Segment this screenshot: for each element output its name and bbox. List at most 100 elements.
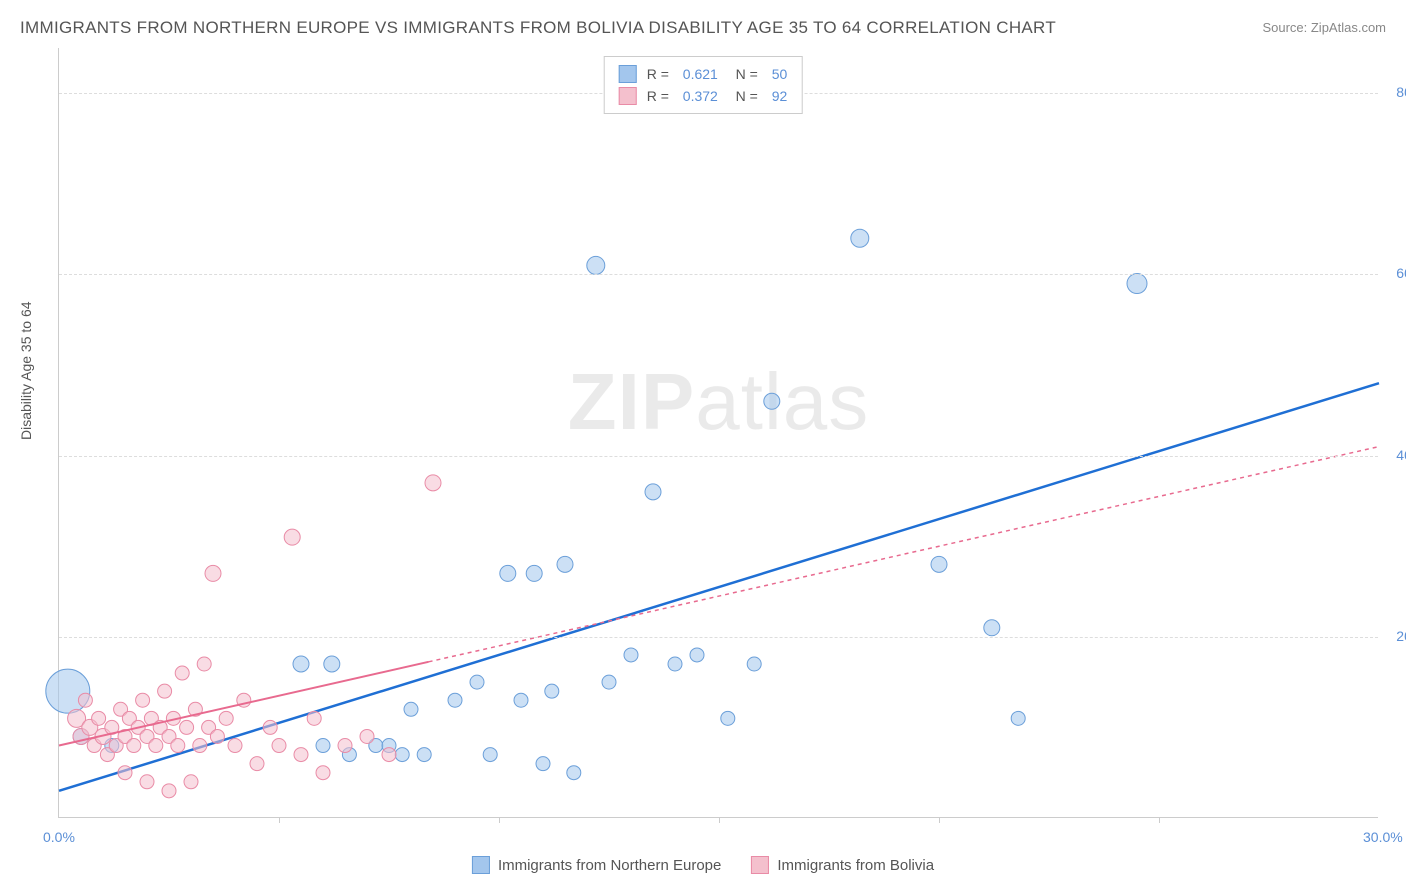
series-legend: Immigrants from Northern Europe Immigrant… [472, 856, 934, 874]
data-point [747, 657, 761, 671]
legend-swatch [472, 856, 490, 874]
data-point [205, 565, 221, 581]
data-point [470, 675, 484, 689]
data-point [721, 711, 735, 725]
data-point [140, 775, 154, 789]
n-label: N = [728, 88, 762, 104]
legend-swatch [751, 856, 769, 874]
data-point [1127, 274, 1147, 294]
r-value: 0.372 [683, 88, 718, 104]
r-label: R = [647, 66, 673, 82]
y-axis-label: Disability Age 35 to 64 [18, 301, 34, 440]
data-point [219, 711, 233, 725]
y-tick-label: 60.0% [1386, 265, 1406, 281]
trend-line-dashed [429, 447, 1379, 662]
legend-swatch [619, 87, 637, 105]
data-point [197, 657, 211, 671]
gridline [59, 274, 1378, 275]
data-point [567, 766, 581, 780]
data-point [690, 648, 704, 662]
data-point [404, 702, 418, 716]
data-point [338, 739, 352, 753]
legend-item: Immigrants from Northern Europe [472, 856, 721, 874]
data-point [668, 657, 682, 671]
data-point [514, 693, 528, 707]
source-attribution: Source: ZipAtlas.com [1262, 20, 1386, 35]
data-point [557, 556, 573, 572]
x-tick-mark [1159, 817, 1160, 823]
y-tick-label: 80.0% [1386, 84, 1406, 100]
data-point [210, 729, 224, 743]
x-tick-mark [499, 817, 500, 823]
chart-container: IMMIGRANTS FROM NORTHERN EUROPE VS IMMIG… [0, 0, 1406, 892]
data-point [171, 739, 185, 753]
n-label: N = [728, 66, 762, 82]
data-point [127, 739, 141, 753]
data-point [360, 729, 374, 743]
data-point [526, 565, 542, 581]
data-point [984, 620, 1000, 636]
legend-label: Immigrants from Northern Europe [498, 857, 721, 874]
data-point [162, 784, 176, 798]
data-point [293, 656, 309, 672]
data-point [294, 748, 308, 762]
n-value: 92 [772, 88, 788, 104]
legend-item: Immigrants from Bolivia [751, 856, 934, 874]
legend-swatch [619, 65, 637, 83]
data-point [175, 666, 189, 680]
data-point [764, 393, 780, 409]
data-point [263, 720, 277, 734]
data-point [193, 739, 207, 753]
data-point [324, 656, 340, 672]
data-point [228, 739, 242, 753]
n-value: 50 [772, 66, 788, 82]
data-point [272, 739, 286, 753]
data-point [851, 229, 869, 247]
data-point [417, 748, 431, 762]
gridline [59, 456, 1378, 457]
data-point [602, 675, 616, 689]
data-point [395, 748, 409, 762]
data-point [931, 556, 947, 572]
data-point [158, 684, 172, 698]
x-tick-mark [939, 817, 940, 823]
data-point [180, 720, 194, 734]
data-point [307, 711, 321, 725]
data-point [118, 766, 132, 780]
chart-svg [59, 48, 1378, 817]
x-tick-label: 30.0% [1363, 829, 1403, 845]
y-tick-label: 40.0% [1386, 447, 1406, 463]
data-point [1011, 711, 1025, 725]
data-point [316, 739, 330, 753]
data-point [448, 693, 462, 707]
data-point [536, 757, 550, 771]
data-point [78, 693, 92, 707]
x-tick-label: 0.0% [43, 829, 75, 845]
data-point [425, 475, 441, 491]
data-point [645, 484, 661, 500]
x-tick-mark [719, 817, 720, 823]
legend-row: R = 0.372 N = 92 [619, 85, 788, 107]
x-tick-mark [279, 817, 280, 823]
data-point [545, 684, 559, 698]
data-point [587, 256, 605, 274]
gridline [59, 637, 1378, 638]
correlation-legend: R = 0.621 N = 50R = 0.372 N = 92 [604, 56, 803, 114]
data-point [382, 748, 396, 762]
data-point [92, 711, 106, 725]
data-point [624, 648, 638, 662]
data-point [250, 757, 264, 771]
data-point [284, 529, 300, 545]
chart-title: IMMIGRANTS FROM NORTHERN EUROPE VS IMMIG… [20, 18, 1056, 38]
data-point [500, 565, 516, 581]
data-point [149, 739, 163, 753]
data-point [316, 766, 330, 780]
r-value: 0.621 [683, 66, 718, 82]
data-point [184, 775, 198, 789]
r-label: R = [647, 88, 673, 104]
legend-label: Immigrants from Bolivia [777, 857, 934, 874]
y-tick-label: 20.0% [1386, 628, 1406, 644]
legend-row: R = 0.621 N = 50 [619, 63, 788, 85]
trend-line [59, 383, 1379, 791]
data-point [483, 748, 497, 762]
